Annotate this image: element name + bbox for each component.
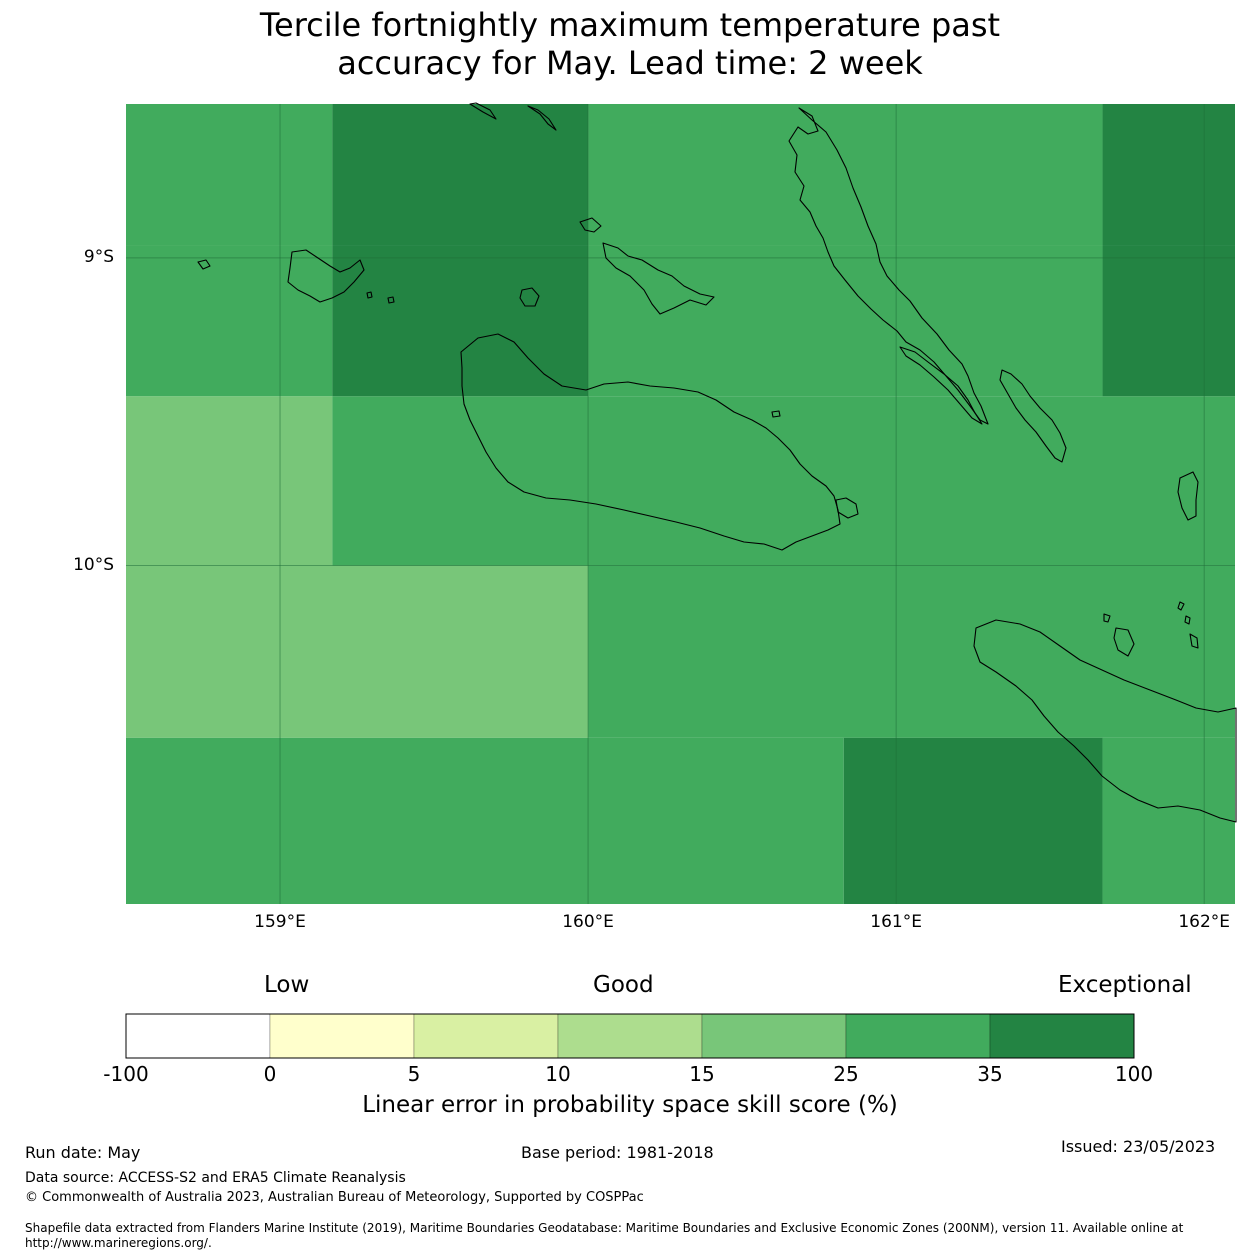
map-title-line1: Tercile fortnightly maximum temperature … [259, 6, 1001, 44]
score-cell [843, 737, 1103, 904]
score-cell [126, 396, 333, 566]
map-title: Tercile fortnightly maximum temperature … [0, 6, 1260, 82]
colorbar-frame [125, 1013, 1135, 1059]
latitude-tick-label: 10°S [73, 554, 114, 575]
coastline-makira [973, 619, 1237, 823]
longitude-tick-label: 161°E [870, 912, 922, 932]
legend-category-low: Low [264, 972, 310, 998]
colorbar-segment [989, 1013, 1135, 1059]
score-cell [1102, 104, 1235, 246]
coastline-malaita [999, 369, 1067, 463]
coastline-western-islet [197, 259, 395, 304]
colorbar-segment [557, 1013, 703, 1059]
score-cell [332, 245, 589, 397]
colorbar-segment [125, 1013, 271, 1059]
map-gridlines [126, 104, 1235, 904]
colorbar-tick-label: 100 [1114, 1062, 1154, 1086]
issued-date: Issued: 23/05/2023 [1061, 1137, 1216, 1156]
score-cell [126, 565, 589, 738]
coastline-ulawa [1177, 471, 1199, 521]
coastlines [197, 102, 1237, 823]
colorbar-tick-label: 35 [977, 1062, 1003, 1086]
score-cell [588, 104, 1103, 246]
colorbar-segment [269, 1013, 415, 1059]
colorbar-tick-label: 0 [263, 1062, 277, 1086]
score-cell [1102, 245, 1235, 397]
score-cell [126, 104, 333, 246]
longitude-tick-label: 160°E [562, 912, 614, 932]
map-title-line2: accuracy for May. Lead time: 2 week [337, 44, 923, 82]
coastline-florida-islands [602, 242, 715, 315]
coastline-ngella-islet [771, 410, 859, 519]
legend-category-good: Good [593, 972, 654, 998]
legend-category-exceptional: Exceptional [1058, 972, 1192, 998]
score-cell [588, 565, 1235, 738]
colorbar [125, 1013, 1135, 1059]
longitude-tick-label: 162°E [1178, 912, 1231, 932]
colorbar-title: Linear error in probability space skill … [362, 1092, 898, 1118]
data-source: Data source: ACCESS-S2 and ERA5 Climate … [25, 1170, 406, 1186]
coastline-new-georgia [287, 249, 365, 303]
coastline-small-island [579, 217, 602, 233]
colorbar-segment [845, 1013, 991, 1059]
latitude-tick-label: 9°S [83, 246, 114, 267]
copyright: © Commonwealth of Australia 2023, Austra… [25, 1190, 644, 1205]
coastline-isabel-south [899, 346, 983, 425]
colorbar-segment [701, 1013, 847, 1059]
score-cell [1102, 737, 1235, 904]
colorbar-tick-label: 25 [833, 1062, 859, 1086]
colorbar-tick-label: -100 [103, 1062, 149, 1086]
coastline-guadalcanal [460, 333, 841, 551]
score-cell [126, 737, 844, 904]
score-cell [126, 245, 333, 397]
colorbar-tick-label: 5 [407, 1062, 421, 1086]
score-cell [588, 245, 1103, 397]
score-cell [332, 396, 1235, 566]
longitude-tick-label: 159°E [254, 912, 306, 932]
score-cell [332, 104, 589, 246]
colorbar-segment [413, 1013, 559, 1059]
coastline-santa-isabel [788, 107, 989, 425]
colorbar-tick-label: 10 [545, 1062, 571, 1086]
run-date: Run date: May [25, 1143, 141, 1162]
shapefile-credit: Shapefile data extracted from Flanders M… [25, 1221, 1184, 1250]
colorbar-tick-label: 15 [689, 1062, 715, 1086]
base-period: Base period: 1981-2018 [521, 1143, 714, 1162]
coastline-russell-islands [469, 102, 557, 131]
coastline-three-sisters [1103, 601, 1199, 657]
score-cells [126, 104, 1235, 904]
coastline-savo [519, 287, 540, 307]
